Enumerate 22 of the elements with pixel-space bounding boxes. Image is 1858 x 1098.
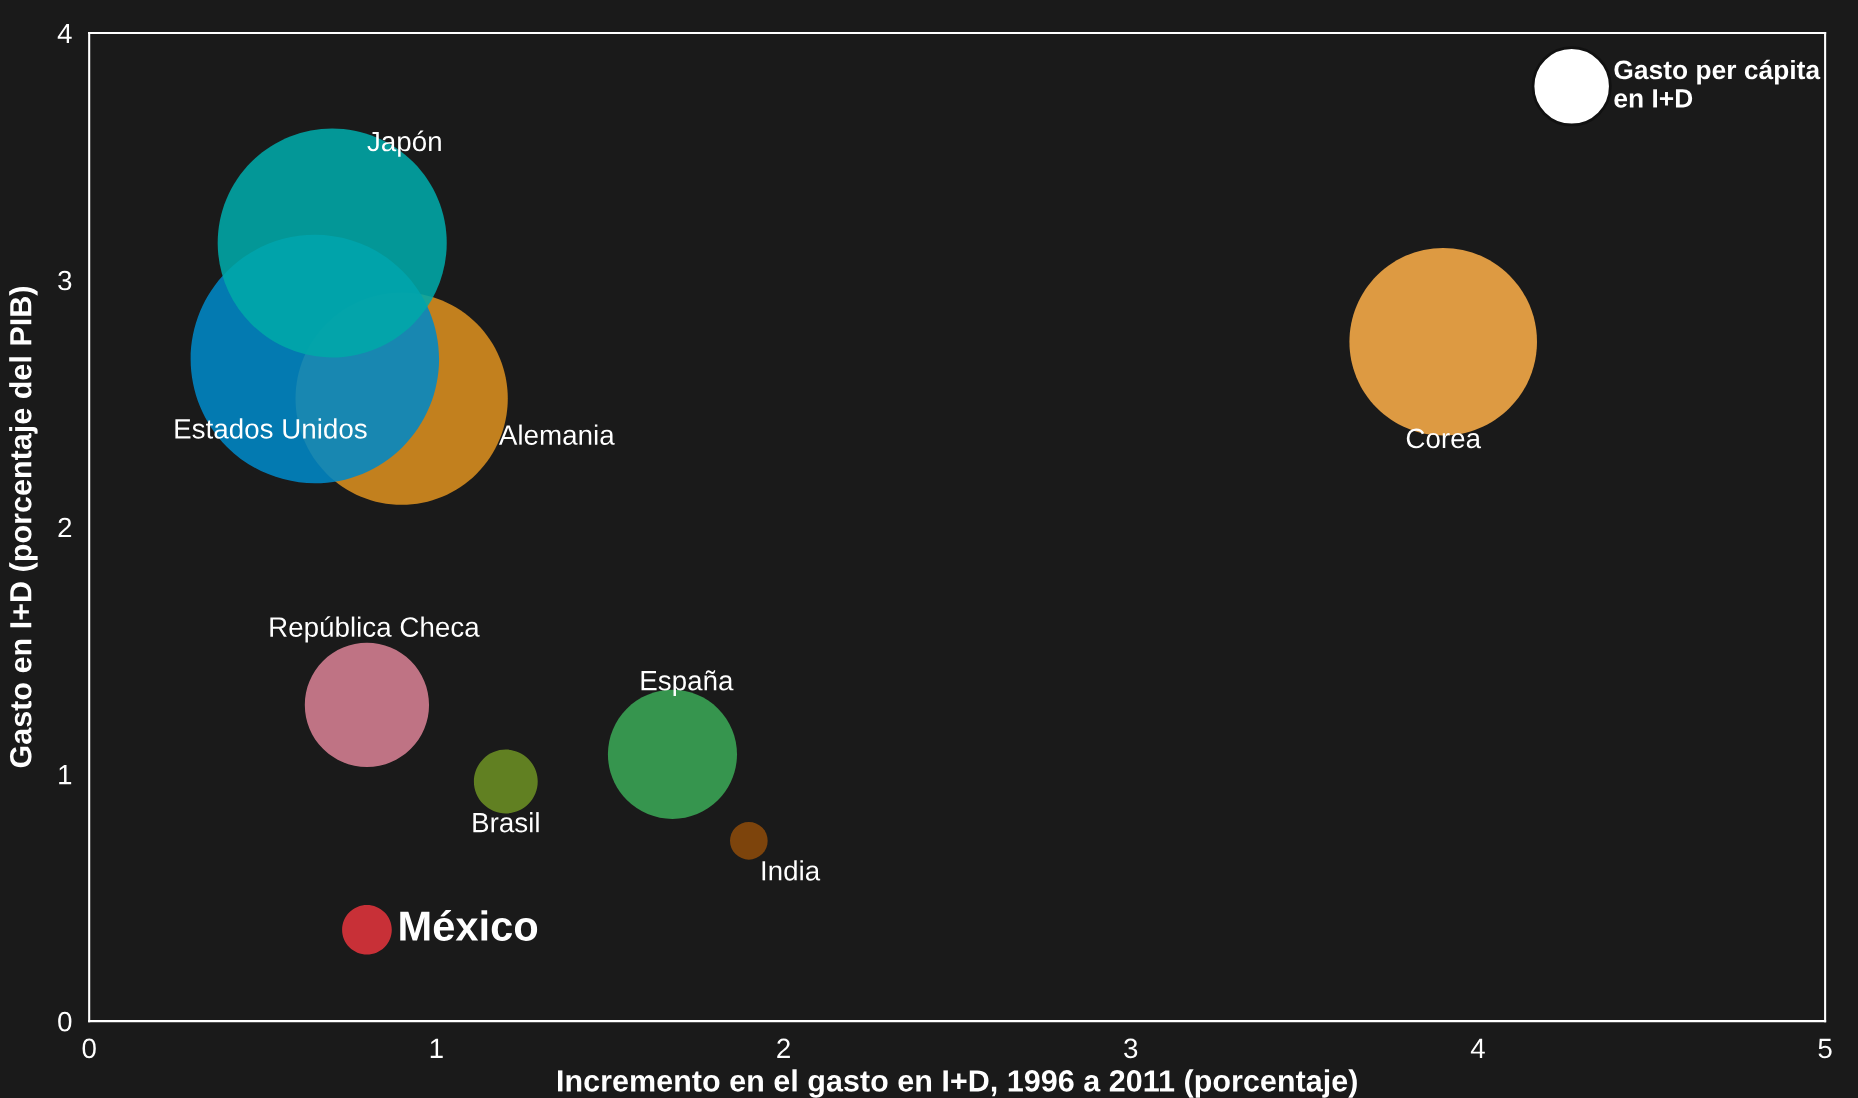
x-tick-label: 3 [1124,1038,1138,1059]
series-label: Alemania [498,424,615,445]
annotation: Gasto per cápita en I+D [1614,59,1821,108]
series-label: India [762,860,821,881]
y-tick-label: 0 [58,1011,72,1032]
x-axis-title: Incremento en el gasto en I+D, 1996 a 2011 (porcentaje) [558,1069,1357,1098]
x-tick-label: 4 [1470,1038,1485,1058]
series-label: Brasil [473,812,539,833]
y-tick-label: 2 [58,517,72,538]
x-tick-label: 1 [430,1038,443,1058]
series-label: España [641,670,734,696]
series-label: Japón [367,130,441,157]
series-label: México [400,909,538,941]
x-tick-label: 5 [1818,1038,1832,1059]
x-tick-label: 2 [777,1038,790,1058]
y-tick-label: 3 [58,270,72,291]
series-label: Corea [1406,428,1482,449]
x-tick-label: 0 [82,1038,96,1059]
y-tick-label: 1 [59,765,72,785]
y-axis-title: Gasto en I+D (porcentaje del PIB) [9,287,38,768]
y-tick-label: 4 [57,23,72,44]
series-label: República Checa [270,616,480,643]
